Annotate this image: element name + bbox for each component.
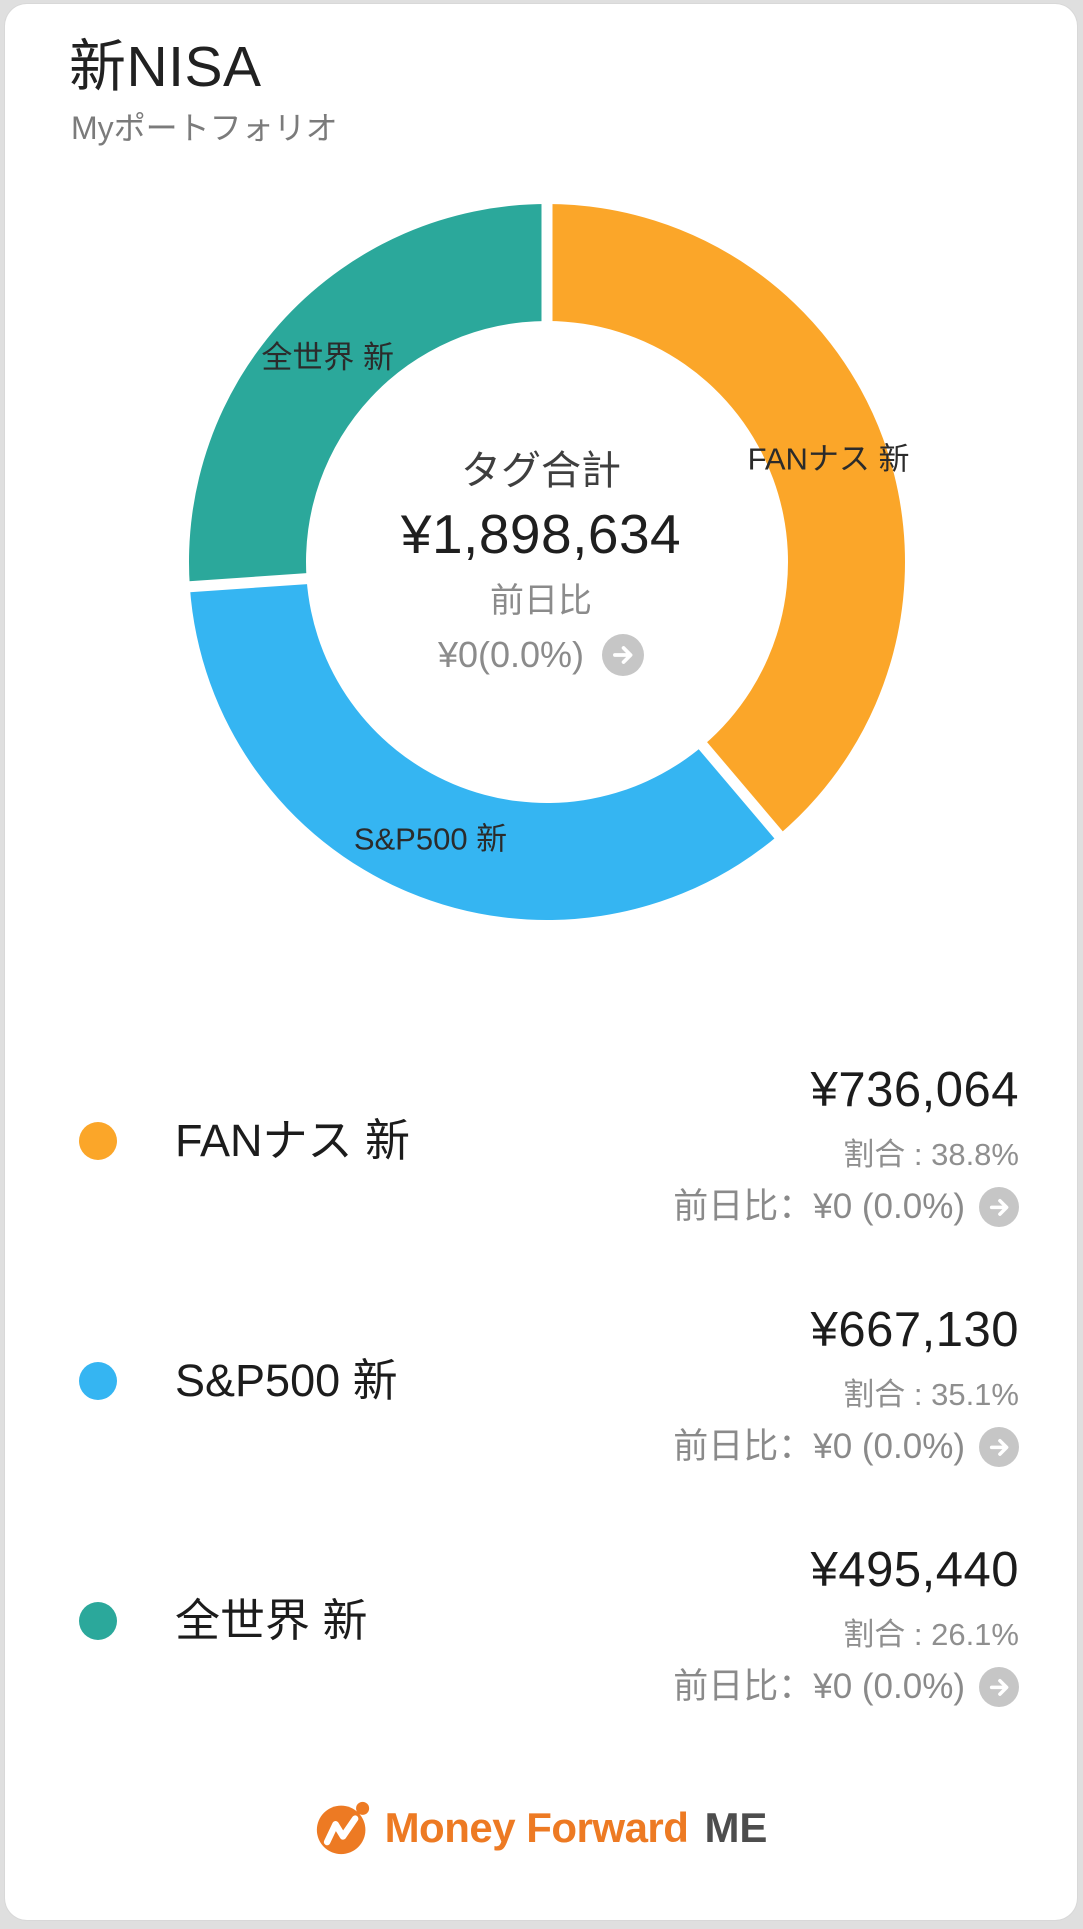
row-day-change: 前日比：¥0 (0.0%) — [673, 1187, 965, 1226]
row-day-change: 前日比：¥0 (0.0%) — [673, 1667, 965, 1706]
row-detail-arrow-icon[interactable] — [979, 1427, 1019, 1467]
row-detail-arrow-icon[interactable] — [979, 1667, 1019, 1707]
money-forward-logo: Money Forward ME — [5, 1800, 1077, 1856]
page-title: 新NISA — [69, 35, 262, 99]
row-day-change: 前日比：¥0 (0.0%) — [673, 1427, 965, 1466]
day-change-detail-arrow-icon[interactable] — [602, 634, 645, 676]
row-detail-arrow-icon[interactable] — [979, 1187, 1019, 1227]
portfolio-card: 新NISA Myポートフォリオ FANナス 新 S&P500 新全世界 新 タグ合… — [5, 4, 1077, 1920]
donut-segment-0[interactable] — [547, 204, 905, 835]
row-amount: ¥736,064 — [810, 1063, 1019, 1117]
row-name: FANナス 新 — [175, 1115, 411, 1166]
list-item-zensekai[interactable]: 全世界 新 ¥495,440 割合 : 26.1% 前日比：¥0 (0.0%) — [5, 1542, 1077, 1762]
list-item-sp500[interactable]: S&P500 新 ¥667,130 割合 : 35.1% 前日比：¥0 (0.0… — [5, 1302, 1077, 1522]
legend-dot-teal — [79, 1602, 117, 1640]
total-value: ¥1,898,634 — [400, 503, 682, 565]
segment-divider — [183, 572, 313, 593]
row-amount: ¥495,440 — [810, 1543, 1019, 1597]
donut-segment-label: 全世界 新 — [261, 340, 394, 375]
donut-chart: FANナス 新 S&P500 新 全世界 新 — [180, 198, 914, 932]
row-ratio: 割合 : 26.1% — [843, 1617, 1019, 1652]
money-forward-mark-icon — [316, 1801, 369, 1855]
donut-segment-label: FANナス 新 — [748, 441, 910, 476]
donut-segment-2[interactable] — [188, 204, 547, 587]
legend-dot-blue — [79, 1362, 117, 1400]
legend-dot-orange — [79, 1122, 117, 1160]
donut-chart-svg: FANナス 新 S&P500 新 全世界 新 — [183, 198, 910, 921]
row-name: S&P500 新 — [175, 1355, 398, 1406]
donut-center-summary: タグ合計 ¥1,898,634 前日比 ¥0(0.0%) — [5, 448, 1077, 676]
row-ratio: 割合 : 38.8% — [843, 1137, 1019, 1172]
donut-segment-label: S&P500 新 — [354, 821, 507, 856]
row-ratio: 割合 : 35.1% — [843, 1377, 1019, 1412]
money-forward-wordmark: Money Forward — [384, 1804, 689, 1851]
total-label: タグ合計 — [461, 449, 621, 493]
row-name: 全世界 新 — [175, 1595, 368, 1646]
segment-divider — [694, 737, 787, 844]
row-amount: ¥667,130 — [810, 1303, 1019, 1357]
list-item-fannasu[interactable]: FANナス 新 ¥736,064 割合 : 38.8% 前日比：¥0 (0.0%… — [5, 1062, 1077, 1282]
money-forward-me-suffix: ME — [704, 1804, 768, 1851]
donut-segment-1[interactable] — [189, 578, 779, 921]
day-change-value: ¥0(0.0%) — [437, 634, 585, 675]
day-change-label: 前日比 — [490, 582, 592, 620]
page-subtitle: Myポートフォリオ — [71, 110, 338, 146]
